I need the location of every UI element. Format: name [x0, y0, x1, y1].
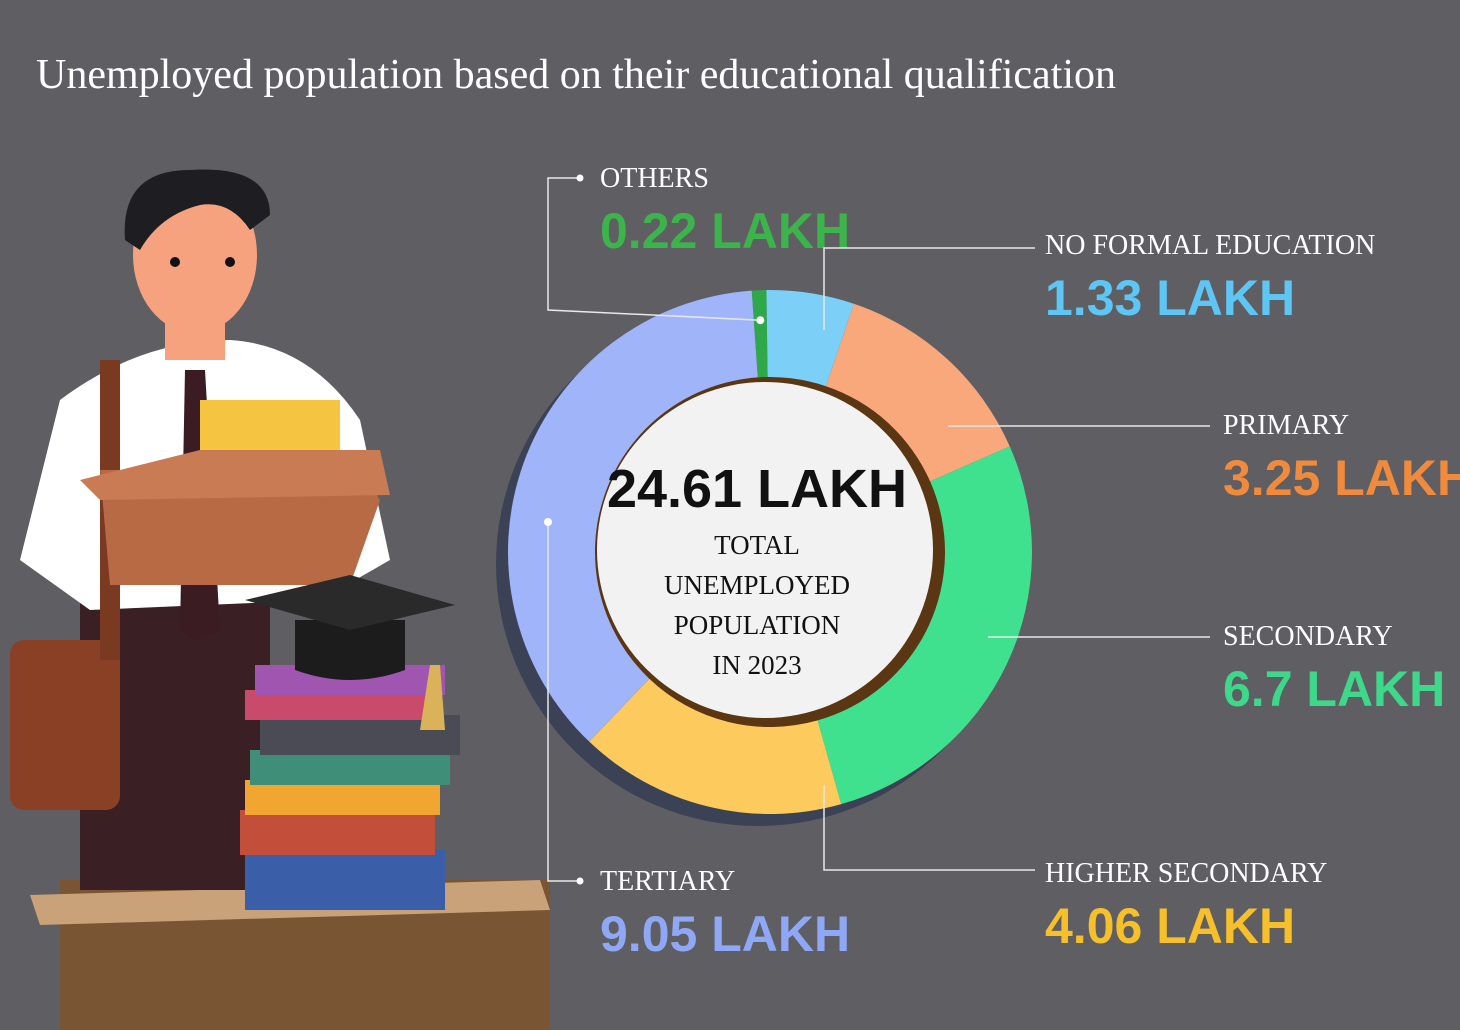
center-text: TOTAL: [714, 530, 800, 560]
chart-title: Unemployed population based on their edu…: [36, 52, 1116, 98]
value-label: 6.7 LAKH: [1223, 661, 1445, 717]
leader-dot: [544, 518, 552, 526]
donut-slice: [589, 678, 842, 814]
center-text: POPULATION: [674, 610, 841, 640]
value-label: 1.33 LAKH: [1045, 270, 1295, 326]
donut-slice: [826, 303, 1010, 482]
center-value: 24.61 LAKH: [607, 459, 907, 519]
donut-slice: [507, 290, 758, 742]
value-label: 0.22 LAKH: [600, 203, 850, 259]
value-label: 9.05 LAKH: [600, 906, 850, 962]
donut-slice: [766, 290, 854, 387]
leader-line: [823, 785, 1035, 871]
donut-slice: [817, 446, 1032, 805]
illustration: [10, 169, 550, 1030]
leader-line: [547, 522, 578, 882]
leader-dot: [576, 174, 584, 182]
center-text: UNEMPLOYED: [664, 570, 850, 600]
leader-dot: [756, 316, 765, 325]
leader-line: [547, 177, 761, 321]
value-label: 4.06 LAKH: [1045, 898, 1295, 954]
donut-chart: 24.61 LAKH TOTAL UNEMPLOYED POPULATION IN 20…: [496, 163, 1460, 962]
donut-slice: [751, 290, 768, 378]
category-label: PRIMARY: [1223, 410, 1349, 441]
leader-dot: [576, 877, 584, 885]
donut-center: [597, 382, 933, 718]
category-label: HIGHER SECONDARY: [1045, 858, 1327, 889]
center-text: IN 2023: [712, 650, 801, 680]
category-label: SECONDARY: [1223, 621, 1393, 652]
value-label: 3.25 LAKH: [1223, 450, 1460, 506]
category-label: OTHERS: [600, 163, 709, 194]
category-label: TERTIARY: [600, 866, 735, 897]
category-label: NO FORMAL EDUCATION: [1045, 230, 1375, 261]
leader-line: [823, 247, 1035, 330]
